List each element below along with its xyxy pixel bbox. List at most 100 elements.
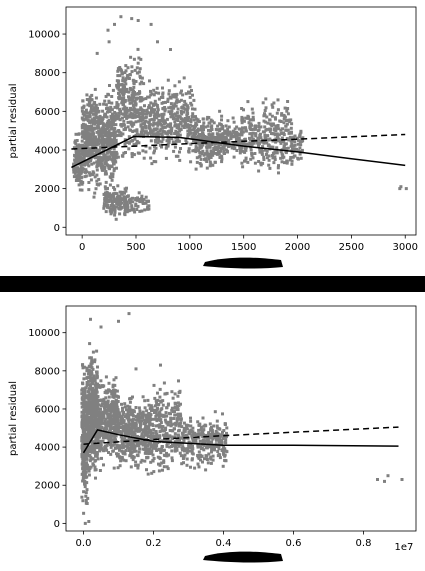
- scatter-point: [266, 134, 270, 138]
- scatter-point: [82, 443, 86, 447]
- scatter-point: [189, 465, 192, 469]
- scatter-point: [114, 138, 118, 142]
- scatter-point: [123, 100, 127, 104]
- scatter-point: [161, 114, 165, 118]
- scatter-point: [218, 441, 222, 445]
- scatter-point: [108, 84, 111, 87]
- scatter-point: [139, 123, 143, 127]
- scatter-point: [108, 167, 111, 171]
- scatter-point: [141, 412, 145, 415]
- scatter-point: [386, 474, 390, 478]
- scatter-point: [290, 122, 294, 126]
- scatter-point: [279, 141, 283, 145]
- scatter-point: [137, 450, 141, 454]
- scatter-point: [82, 163, 86, 167]
- scatter-point: [189, 131, 193, 135]
- scatter-point: [174, 100, 178, 104]
- scatter-point: [113, 105, 117, 109]
- scatter-point: [246, 100, 250, 104]
- scatter-point: [91, 367, 95, 371]
- scatter-point: [89, 128, 93, 132]
- scatter-point: [86, 434, 90, 438]
- scatter-point: [101, 164, 105, 168]
- scatter-point: [197, 149, 201, 152]
- scatter-point: [170, 129, 174, 133]
- scatter-point: [106, 203, 110, 207]
- scatter-point: [120, 415, 124, 419]
- scatter-point: [103, 157, 107, 161]
- scatter-point: [85, 369, 89, 373]
- scatter-point: [209, 156, 213, 159]
- scatter-point: [286, 128, 290, 132]
- scatter-point: [74, 132, 78, 136]
- scatter-point: [224, 131, 228, 135]
- scatter-point: [81, 124, 85, 128]
- scatter-point: [116, 69, 120, 73]
- scatter-point: [194, 121, 198, 125]
- scatter-point: [94, 422, 98, 426]
- scatter-point: [127, 413, 131, 417]
- scatter-point: [89, 136, 92, 140]
- scatter-point: [165, 451, 168, 455]
- scatter-point: [148, 407, 152, 411]
- scatter-point: [86, 417, 90, 420]
- scatter-point: [125, 200, 129, 204]
- scatter-point: [224, 124, 228, 128]
- scatter-point: [207, 144, 211, 148]
- scatter-point: [257, 121, 261, 125]
- scatter-point: [161, 425, 165, 428]
- scatter-point: [124, 64, 128, 68]
- scatter-point: [292, 135, 296, 139]
- scatter-point: [217, 152, 221, 156]
- scatter-point: [109, 144, 113, 148]
- scatter-point: [238, 151, 242, 155]
- scatter-point: [191, 149, 195, 153]
- scatter-point: [206, 436, 210, 440]
- scatter-point: [90, 425, 94, 429]
- scatter-point: [123, 191, 126, 195]
- scatter-point: [254, 134, 258, 138]
- scatter-point: [113, 390, 117, 394]
- scatter-point: [80, 472, 84, 476]
- scatter-point: [116, 422, 120, 426]
- scatter-point: [198, 146, 202, 150]
- scatter-point: [81, 117, 85, 121]
- scatter-point: [207, 452, 211, 456]
- scatter-point: [126, 443, 130, 447]
- scatter-point: [109, 414, 113, 418]
- scatter-point: [112, 162, 116, 166]
- scatter-point: [90, 397, 94, 401]
- scatter-point: [86, 103, 90, 107]
- scatter-point: [98, 419, 102, 422]
- scatter-point: [100, 403, 104, 407]
- scatter-point: [218, 122, 222, 126]
- scatter-point: [146, 131, 150, 135]
- scatter-point: [116, 104, 120, 108]
- scatter-point: [144, 429, 148, 433]
- scatter-point: [93, 408, 97, 412]
- scatter-point: [220, 439, 224, 443]
- scatter-point: [200, 152, 204, 156]
- scatter-point: [94, 454, 97, 458]
- scatter-point: [140, 432, 144, 436]
- scatter-point: [110, 95, 114, 98]
- scatter-point: [199, 128, 203, 132]
- scatter-point: [249, 122, 253, 126]
- scatter-point: [84, 423, 88, 427]
- scatter-point: [199, 164, 203, 168]
- scatter-point: [167, 411, 171, 415]
- scatter-point: [114, 425, 118, 429]
- scatter-point: [224, 143, 228, 146]
- scatter-point: [106, 415, 110, 419]
- scatter-point: [84, 415, 88, 419]
- scatter-point: [97, 398, 101, 402]
- scatter-point: [106, 390, 110, 394]
- scatter-point: [263, 148, 267, 152]
- scatter-point: [83, 141, 87, 145]
- scatter-point: [127, 420, 131, 424]
- scatter-point: [105, 155, 109, 159]
- scatter-point: [134, 449, 138, 453]
- scatter-point: [150, 435, 154, 439]
- scatter-point: [85, 366, 89, 370]
- scatter-point: [111, 132, 115, 136]
